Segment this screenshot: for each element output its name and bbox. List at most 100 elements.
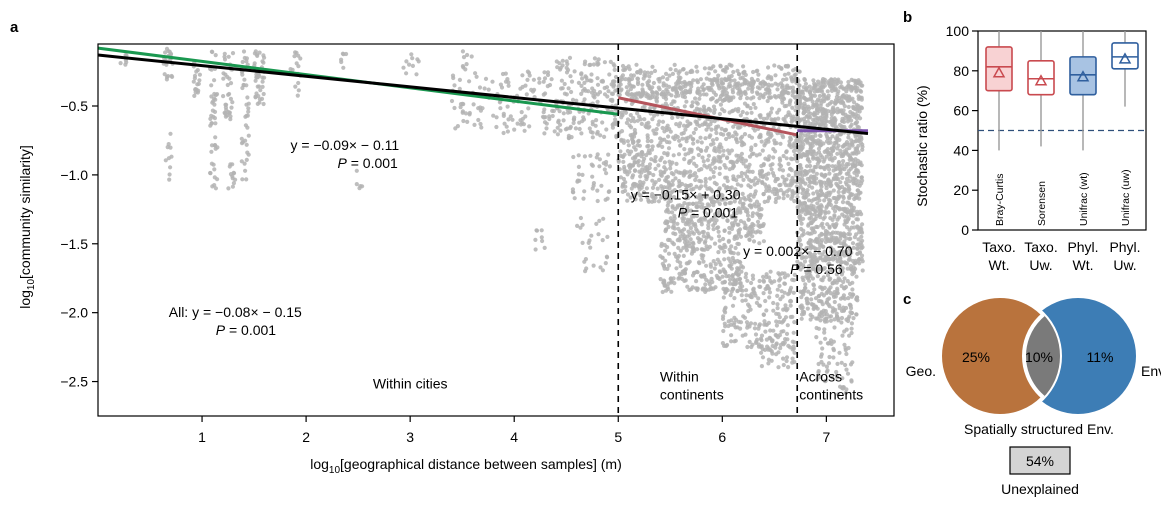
- scatter-point: [571, 190, 576, 195]
- scatter-point: [501, 130, 506, 136]
- scatter-point: [672, 62, 677, 67]
- scatter-point: [846, 200, 851, 205]
- scatter-point: [781, 135, 786, 140]
- scatter-point: [694, 213, 700, 219]
- scatter-point: [772, 186, 777, 192]
- venn-overlap-label: Spatially structured Env.: [964, 421, 1114, 437]
- scatter-point: [620, 113, 625, 118]
- scatter-point: [407, 62, 412, 67]
- scatter-point: [660, 190, 666, 195]
- scatter-point: [501, 111, 506, 116]
- scatter-point: [602, 167, 607, 172]
- scatter-point: [731, 286, 736, 292]
- scatter-point: [691, 241, 696, 246]
- scatter-point: [774, 192, 780, 197]
- scatter-point: [824, 112, 829, 118]
- scatter-point: [635, 76, 640, 81]
- scatter-point: [712, 241, 718, 246]
- scatter-point: [547, 82, 553, 88]
- scatter-point: [818, 153, 823, 158]
- scatter-point: [677, 124, 682, 129]
- scatter-point: [831, 348, 837, 353]
- scatter-point: [612, 67, 617, 72]
- scatter-point: [665, 190, 670, 195]
- scatter-point: [757, 241, 762, 246]
- scatter-point: [629, 118, 634, 124]
- scatter-point: [686, 261, 691, 266]
- scatter-point: [744, 174, 750, 179]
- scatter-point: [619, 129, 625, 134]
- scatter-point: [640, 162, 645, 167]
- scatter-point: [741, 64, 746, 69]
- scatter-point: [854, 295, 860, 300]
- scatter-point: [118, 61, 123, 66]
- scatter-point: [857, 257, 862, 262]
- scatter-point: [260, 79, 265, 84]
- scatter-point: [704, 127, 709, 132]
- scatter-point: [477, 85, 483, 90]
- scatter-point: [692, 161, 697, 166]
- scatter-point: [619, 137, 624, 142]
- scatter-point: [836, 184, 841, 189]
- scatter-point: [595, 188, 600, 193]
- scatter-point: [569, 79, 575, 84]
- scatter-point: [651, 128, 656, 133]
- scatter-point: [799, 117, 804, 122]
- scatter-point: [739, 93, 744, 98]
- scatter-point: [771, 147, 776, 152]
- scatter-point: [682, 95, 688, 100]
- scatter-point: [762, 199, 767, 204]
- scatter-point: [744, 293, 749, 298]
- scatter-point: [736, 174, 741, 179]
- scatter-point: [757, 207, 762, 212]
- scatter-point: [640, 90, 646, 95]
- scatter-point: [725, 155, 730, 160]
- scatter-point: [786, 161, 791, 166]
- scatter-point: [668, 194, 673, 199]
- scatter-point: [676, 152, 682, 157]
- scatter-point: [684, 243, 689, 248]
- scatter-point: [262, 55, 267, 60]
- scatter-point: [737, 72, 742, 77]
- scatter-point: [519, 110, 524, 115]
- scatter-point: [859, 97, 864, 102]
- scatter-point: [842, 119, 847, 124]
- scatter-point: [712, 119, 717, 124]
- scatter-point: [731, 124, 736, 129]
- scatter-point: [756, 202, 762, 207]
- scatter-point: [693, 224, 698, 229]
- scatter-point: [458, 105, 463, 110]
- scatter-point: [812, 89, 817, 94]
- scatter-point: [724, 65, 729, 70]
- scatter-point: [722, 306, 728, 311]
- scatter-point: [749, 280, 754, 286]
- scatter-point: [641, 190, 647, 195]
- scatter-point: [230, 184, 235, 189]
- scatter-point: [736, 319, 741, 324]
- scatter-point: [662, 279, 667, 284]
- scatter-point: [657, 119, 662, 124]
- scatter-point: [790, 189, 795, 194]
- scatter-point: [588, 245, 593, 250]
- scatter-point: [774, 352, 779, 357]
- scatter-point: [842, 124, 847, 130]
- box-y-tick-label: 0: [961, 222, 969, 238]
- scatter-point: [542, 70, 547, 75]
- scatter-point: [766, 320, 772, 325]
- scatter-point: [854, 120, 860, 125]
- scatter-point: [839, 315, 845, 321]
- scatter-point: [739, 151, 745, 156]
- scatter-point: [209, 83, 214, 88]
- scatter-point: [544, 126, 549, 131]
- scatter-point: [763, 81, 768, 86]
- scatter-point: [474, 74, 479, 79]
- scatter-point: [559, 86, 564, 91]
- scatter-point: [813, 83, 818, 89]
- scatter-point: [662, 165, 667, 170]
- scatter-point: [690, 137, 695, 142]
- scatter-point: [223, 111, 228, 116]
- scatter-point: [784, 150, 789, 155]
- scatter-point: [860, 222, 865, 227]
- scatter-point: [694, 204, 699, 209]
- scatter-point: [823, 319, 828, 324]
